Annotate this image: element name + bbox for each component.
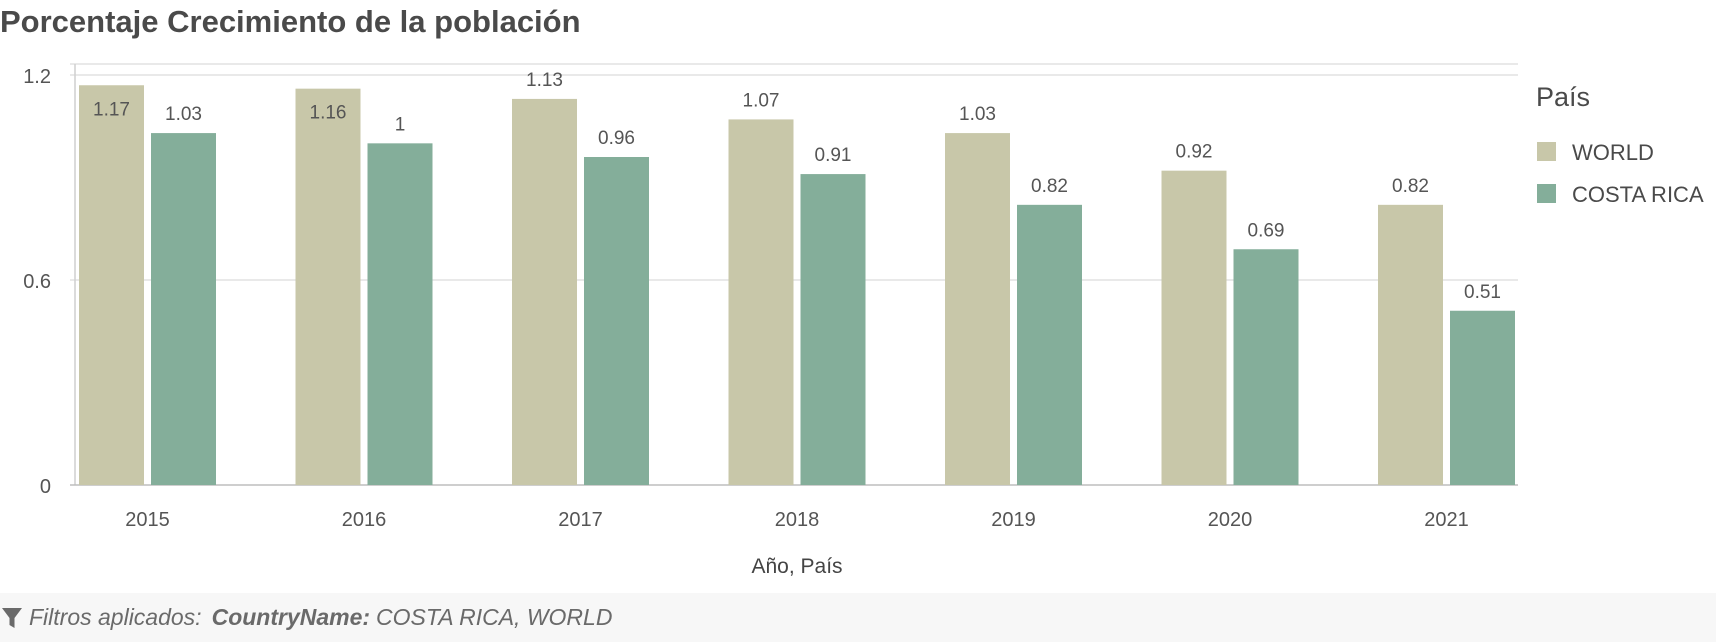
chart-title: Porcentaje Crecimiento de la población — [0, 4, 581, 39]
bar-world — [1378, 204, 1443, 486]
filter-icon — [2, 607, 22, 628]
bar-world — [1161, 170, 1227, 485]
y-tick-label: 1.2 — [23, 66, 51, 88]
data-label: 0.69 — [1248, 220, 1285, 241]
data-label: 0.91 — [815, 145, 852, 166]
legend-label: COSTA RICA — [1572, 182, 1704, 207]
bar-costa-rica — [800, 174, 866, 486]
bar-chart: 0 0.6 1.2 1.17 1.03 2015 1.16 1 2016 1.13 0.96 2017… — [23, 63, 1704, 578]
data-label: 1.16 — [310, 103, 347, 124]
legend-swatch — [1537, 142, 1556, 161]
bar-world — [512, 98, 577, 486]
data-label: 1.03 — [165, 104, 202, 125]
y-tick-label: 0.6 — [23, 271, 51, 293]
data-label: 1 — [395, 114, 406, 135]
filter-key: CountryName: — [211, 604, 371, 630]
bar-world — [728, 119, 794, 486]
bar-world — [295, 88, 361, 486]
data-label: 0.82 — [1031, 176, 1068, 197]
x-tick-label: 2015 — [125, 509, 170, 531]
data-label: 0.96 — [598, 128, 635, 149]
legend-label: WORLD — [1572, 140, 1654, 165]
filter-value: COSTA RICA, WORLD — [376, 604, 613, 630]
data-label: 1.07 — [743, 90, 780, 111]
filters-prefix: Filtros aplicados: — [29, 604, 202, 630]
x-tick-label: 2017 — [558, 509, 603, 531]
data-label: 0.92 — [1176, 142, 1213, 163]
bar-costa-rica — [367, 143, 433, 486]
bar-costa-rica — [1450, 310, 1515, 485]
bar-costa-rica — [151, 133, 216, 486]
x-tick-label: 2021 — [1424, 509, 1469, 531]
y-tick-label: 0 — [40, 476, 51, 498]
legend-swatch — [1537, 184, 1556, 203]
bar-world — [79, 85, 144, 485]
data-label: 1.17 — [93, 99, 130, 120]
bar-costa-rica — [1233, 249, 1299, 485]
applied-filters-bar: Filtros aplicados: CountryName: COSTA RI… — [0, 593, 1716, 642]
bar-costa-rica — [1017, 204, 1082, 486]
x-tick-label: 2018 — [775, 509, 820, 531]
x-tick-label: 2020 — [1208, 509, 1253, 531]
bar-costa-rica — [584, 157, 649, 485]
data-label: 1.13 — [526, 70, 563, 91]
data-label: 0.82 — [1392, 176, 1429, 197]
x-tick-label: 2019 — [991, 509, 1036, 531]
bar-world — [945, 133, 1010, 486]
x-tick-label: 2016 — [342, 509, 387, 531]
legend-title: País — [1536, 82, 1590, 112]
data-label: 0.51 — [1464, 282, 1501, 303]
x-axis-label: Año, País — [751, 555, 842, 578]
data-label: 1.03 — [959, 104, 996, 125]
